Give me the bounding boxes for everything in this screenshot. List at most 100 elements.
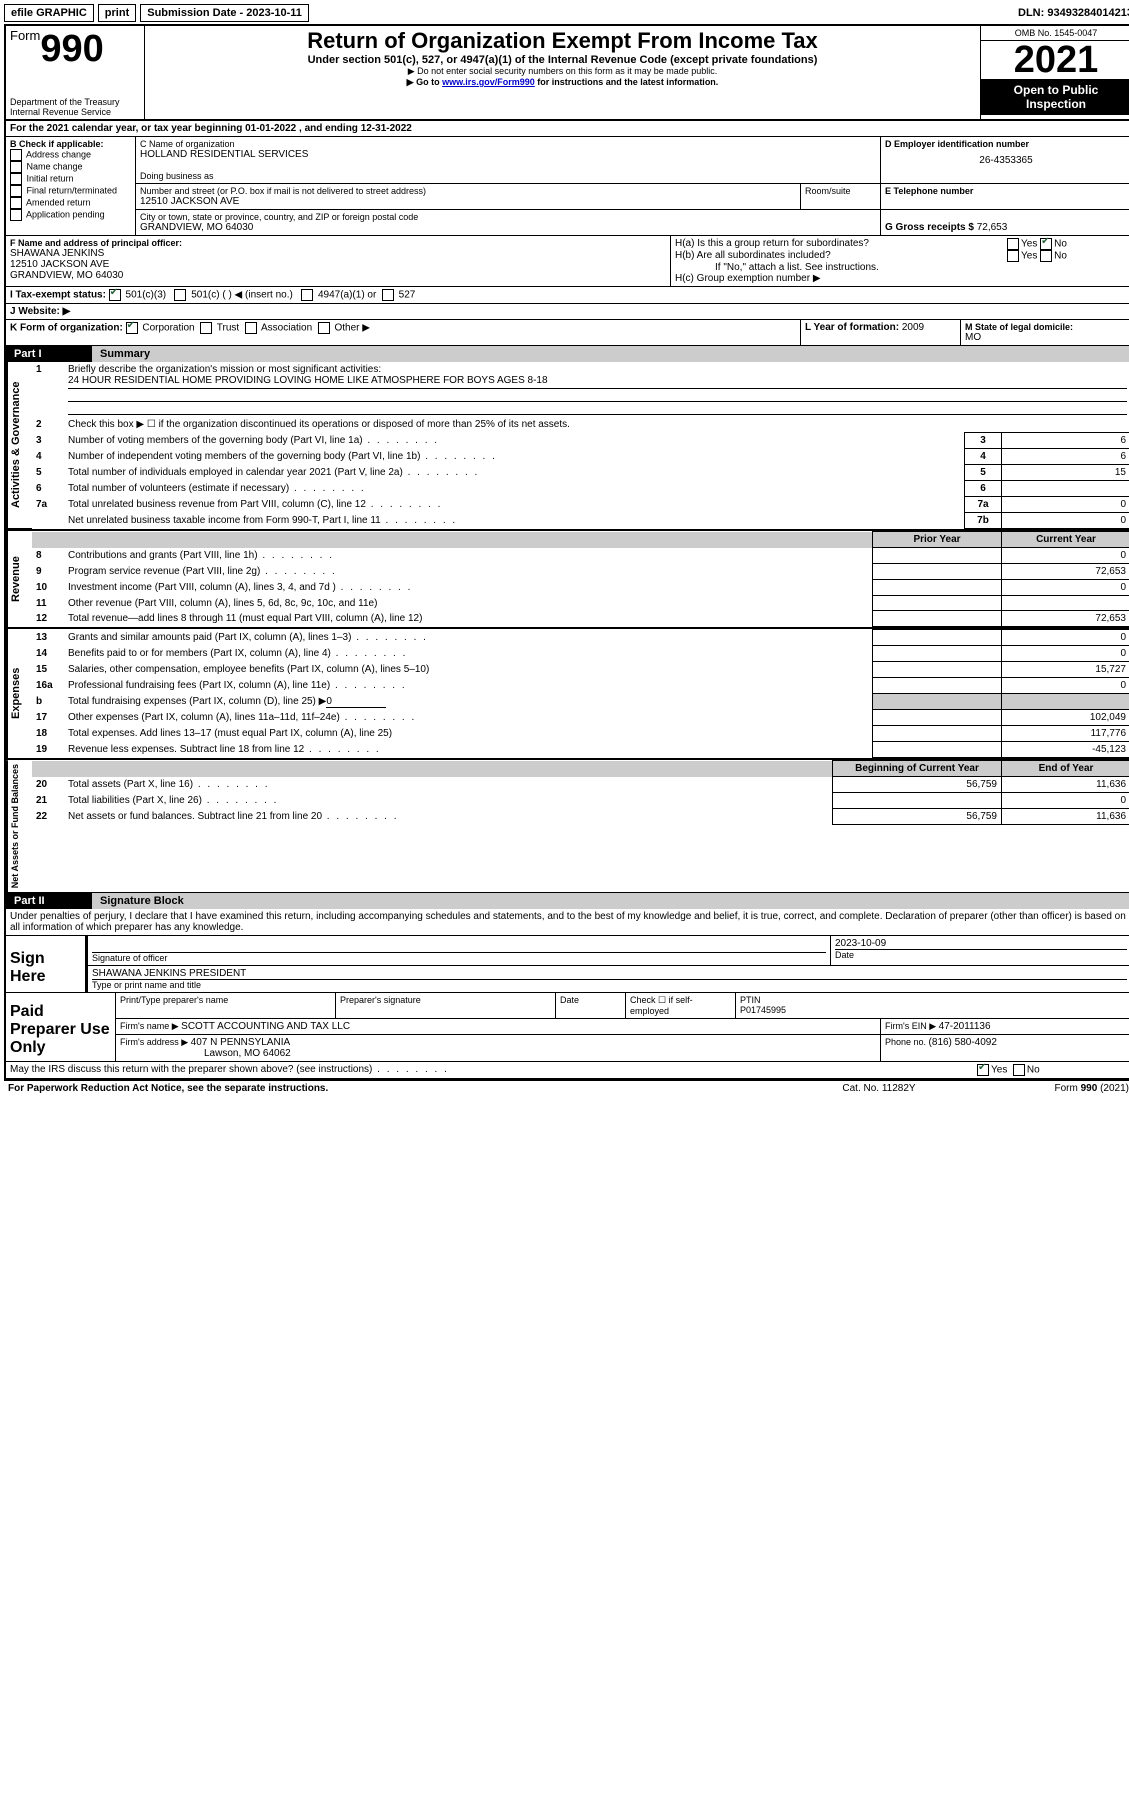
check-final-return[interactable]: [10, 185, 22, 197]
l12-text: Total revenue—add lines 8 through 11 (mu…: [68, 613, 422, 624]
warn-ssn: ▶ Do not enter social security numbers o…: [151, 66, 974, 77]
box-d-label: D Employer identification number: [885, 139, 1127, 149]
e22: 11,636: [1002, 809, 1129, 825]
paid-preparer-label: Paid Preparer Use Only: [6, 993, 116, 1061]
prep-date-label: Date: [556, 993, 626, 1018]
l1-value: 24 HOUR RESIDENTIAL HOME PROVIDING LOVIN…: [68, 375, 548, 386]
c9: 72,653: [1002, 564, 1129, 580]
c19: -45,123: [1002, 742, 1129, 758]
check-hb-no[interactable]: [1040, 250, 1052, 262]
check-other[interactable]: [318, 322, 330, 334]
box-b-label: B Check if applicable:: [10, 139, 131, 149]
part2-title: Signature Block: [92, 893, 1129, 909]
box-i-label: I Tax-exempt status:: [10, 290, 106, 301]
check-name-change[interactable]: [10, 161, 22, 173]
form-subtitle: Under section 501(c), 527, or 4947(a)(1)…: [151, 54, 974, 66]
irs-link[interactable]: www.irs.gov/Form990: [442, 77, 535, 87]
opt-final-return: Final return/terminated: [27, 185, 118, 195]
c10: 0: [1002, 580, 1129, 596]
l16b-val: 0: [326, 696, 386, 708]
form-number: 990: [40, 28, 103, 70]
hb-yes: Yes: [1021, 251, 1037, 262]
opt-527: 527: [399, 290, 416, 301]
prep-sig-label: Preparer's signature: [336, 993, 556, 1018]
v7b: 0: [1002, 513, 1129, 529]
phone-label: Phone no.: [885, 1037, 929, 1047]
side-label-expenses: Expenses: [6, 629, 32, 758]
opt-address-change: Address change: [26, 149, 91, 159]
l9-text: Program service revenue (Part VIII, line…: [68, 566, 337, 577]
print-button[interactable]: print: [98, 4, 136, 22]
gross-receipts: 72,653: [977, 222, 1008, 233]
e20: 11,636: [1002, 777, 1129, 793]
c8: 0: [1002, 548, 1129, 564]
f-h-block: F Name and address of principal officer:…: [6, 236, 1129, 287]
c18: 117,776: [1002, 726, 1129, 742]
l7b-text: Net unrelated business taxable income fr…: [68, 515, 457, 526]
part1-id: Part I: [6, 346, 92, 362]
box-h-a: H(a) Is this a group return for subordin…: [675, 238, 1007, 250]
l17-text: Other expenses (Part IX, column (A), lin…: [68, 712, 416, 723]
check-ha-yes[interactable]: [1007, 238, 1019, 250]
check-ha-no[interactable]: [1040, 238, 1052, 250]
opt-app-pending: Application pending: [26, 209, 105, 219]
check-hb-yes[interactable]: [1007, 250, 1019, 262]
part1-header: Part I Summary: [6, 346, 1129, 362]
officer-name-title: SHAWANA JENKINS PRESIDENT: [92, 968, 1127, 980]
box-e-label: E Telephone number: [885, 186, 1127, 196]
opt-amended: Amended return: [26, 197, 91, 207]
check-corp[interactable]: [126, 322, 138, 334]
form-label: Form: [10, 28, 40, 43]
box-k-label: K Form of organization:: [10, 323, 123, 334]
l16b-text: Total fundraising expenses (Part IX, col…: [68, 696, 326, 707]
check-527[interactable]: [382, 289, 394, 301]
c17: 102,049: [1002, 710, 1129, 726]
header: Form990 Department of the Treasury Inter…: [6, 26, 1129, 121]
check-amended[interactable]: [10, 197, 22, 209]
c12: 72,653: [1002, 611, 1129, 627]
addr-label: Number and street (or P.O. box if mail i…: [140, 186, 796, 196]
opt-name-change: Name change: [27, 161, 83, 171]
firm-name: SCOTT ACCOUNTING AND TAX LLC: [181, 1021, 350, 1032]
check-initial-return[interactable]: [10, 173, 22, 185]
check-address-change[interactable]: [10, 149, 22, 161]
check-4947[interactable]: [301, 289, 313, 301]
begin-year-hdr: Beginning of Current Year: [833, 761, 1002, 777]
check-501c3[interactable]: [109, 289, 121, 301]
check-may-irs-yes[interactable]: [977, 1064, 989, 1076]
box-c-de: C Name of organization HOLLAND RESIDENTI…: [136, 137, 1129, 235]
c14: 0: [1002, 646, 1129, 662]
dba-label: Doing business as: [140, 171, 876, 181]
opt-4947: 4947(a)(1) or: [318, 290, 376, 301]
l19-text: Revenue less expenses. Subtract line 18 …: [68, 744, 381, 755]
b20: 56,759: [833, 777, 1002, 793]
prep-name-label: Print/Type preparer's name: [116, 993, 336, 1018]
check-trust[interactable]: [200, 322, 212, 334]
opt-501c: 501(c) ( ) ◀ (insert no.): [191, 290, 293, 301]
v3: 6: [1002, 433, 1129, 449]
opt-corp: Corporation: [142, 323, 194, 334]
efile-graphic-button[interactable]: efile GRAPHIC: [4, 4, 94, 22]
check-app-pending[interactable]: [10, 209, 22, 221]
l13-text: Grants and similar amounts paid (Part IX…: [68, 632, 428, 643]
hb-no: No: [1054, 251, 1067, 262]
box-f-label: F Name and address of principal officer:: [10, 238, 666, 248]
check-assoc[interactable]: [245, 322, 257, 334]
opt-assoc: Association: [261, 323, 312, 334]
check-501c[interactable]: [174, 289, 186, 301]
ptin-label: PTIN: [740, 995, 761, 1005]
c11: [1002, 596, 1129, 611]
l3-text: Number of voting members of the governin…: [68, 435, 439, 446]
sign-here-label: Sign Here: [6, 936, 86, 992]
warn-goto-pre: ▶ Go to: [407, 77, 442, 87]
sign-here-block: Sign Here Signature of officer 2023-10-0…: [6, 936, 1129, 993]
check-may-irs-no[interactable]: [1013, 1064, 1025, 1076]
officer-addr: 12510 JACKSON AVE: [10, 259, 666, 270]
may-irs-yes: Yes: [991, 1065, 1007, 1076]
firm-ein: 47-2011136: [939, 1021, 991, 1032]
opt-other: Other ▶: [334, 323, 369, 334]
box-j-website: J Website: ▶: [6, 304, 1129, 319]
box-b: B Check if applicable: Address change Na…: [6, 137, 136, 235]
l15-text: Salaries, other compensation, employee b…: [68, 664, 429, 675]
form-title: Return of Organization Exempt From Incom…: [151, 28, 974, 54]
